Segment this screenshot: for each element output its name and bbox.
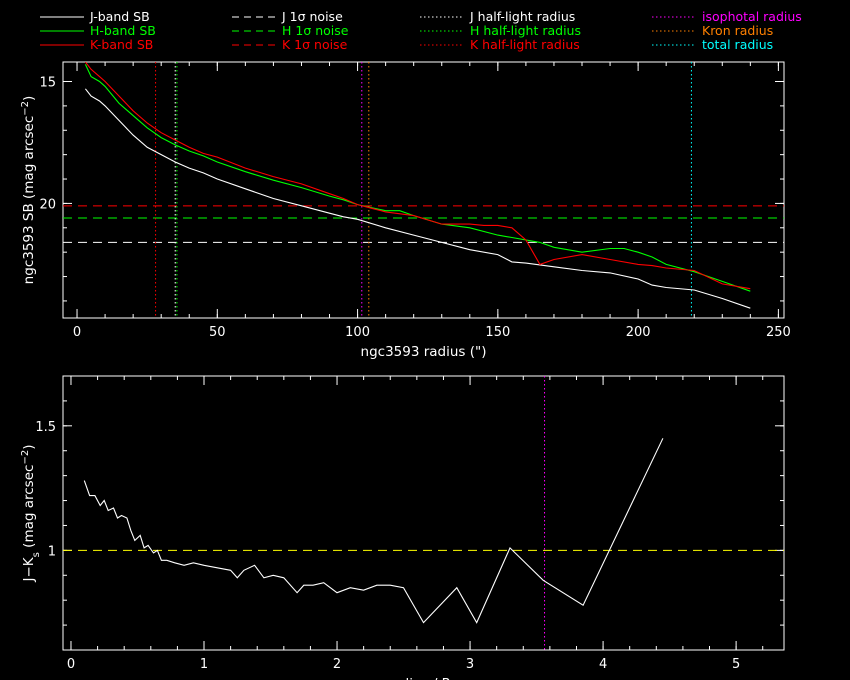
x-tick-label: 0 <box>73 325 81 340</box>
x-tick-label: 2 <box>333 657 341 672</box>
surface-brightness-panel: 0 50 100 150 200 250 15 20 ngc3593 radius (") ngc… <box>20 61 791 360</box>
y-tick-label: 1 <box>48 544 56 559</box>
x-tick-label: 150 <box>485 325 510 340</box>
y-axis-label: ngc3593 SB (mag arcsec−2) <box>20 96 38 285</box>
series-line-k-band-sb <box>84 62 751 290</box>
x-axis-label: radius / RJe <box>387 676 460 680</box>
legend-label-j-1-noise: J 1σ noise <box>281 9 343 24</box>
color-profile-panel: 0 1 2 3 4 5 1 1.5 radius / RJe J−Ks (mag arcsec−2… <box>20 375 785 680</box>
legend-label-total-radius: total radius <box>702 37 773 52</box>
series-line-j-band-sb <box>84 88 751 309</box>
x-tick-label: 1 <box>200 657 208 672</box>
legend-label-h-band-sb: H-band SB <box>90 23 156 38</box>
legend-label-j-band-sb: J-band SB <box>89 9 150 24</box>
legend-label-h-1-noise: H 1σ noise <box>282 23 349 38</box>
y-axis-label: J−Ks (mag arcsec−2) <box>20 445 42 583</box>
legend-label-k-1-noise: K 1σ noise <box>282 37 348 52</box>
legend-label-k-band-sb: K-band SB <box>90 37 153 52</box>
plot-frame <box>62 375 785 651</box>
series-line-j-ks <box>83 438 664 624</box>
x-tick-label: 3 <box>466 657 474 672</box>
x-tick-label: 100 <box>345 325 370 340</box>
x-tick-label: 250 <box>766 325 791 340</box>
x-tick-label: 50 <box>209 325 226 340</box>
x-tick-label: 5 <box>732 657 740 672</box>
series-line-h-band-sb <box>84 64 751 292</box>
y-tick-label: 1.5 <box>35 420 56 435</box>
legend-label-h-half-light-radius: H half-light radius <box>470 23 581 38</box>
y-tick-label: 20 <box>39 197 56 212</box>
plot-area <box>63 376 784 650</box>
x-tick-label: 4 <box>599 657 607 672</box>
x-axis-label: ngc3593 radius (") <box>361 344 487 360</box>
x-tick-label: 200 <box>626 325 651 340</box>
plot-frame <box>62 61 785 319</box>
legend-label-isophotal-radius: isophotal radius <box>702 9 802 24</box>
plot-area <box>63 62 784 318</box>
legend-label-k-half-light-radius: K half-light radius <box>470 37 580 52</box>
y-tick-label: 15 <box>39 76 56 91</box>
x-tick-label: 0 <box>67 657 75 672</box>
legend-label-j-half-light-radius: J half-light radius <box>469 9 575 24</box>
legend-label-kron-radius: Kron radius <box>702 23 773 38</box>
